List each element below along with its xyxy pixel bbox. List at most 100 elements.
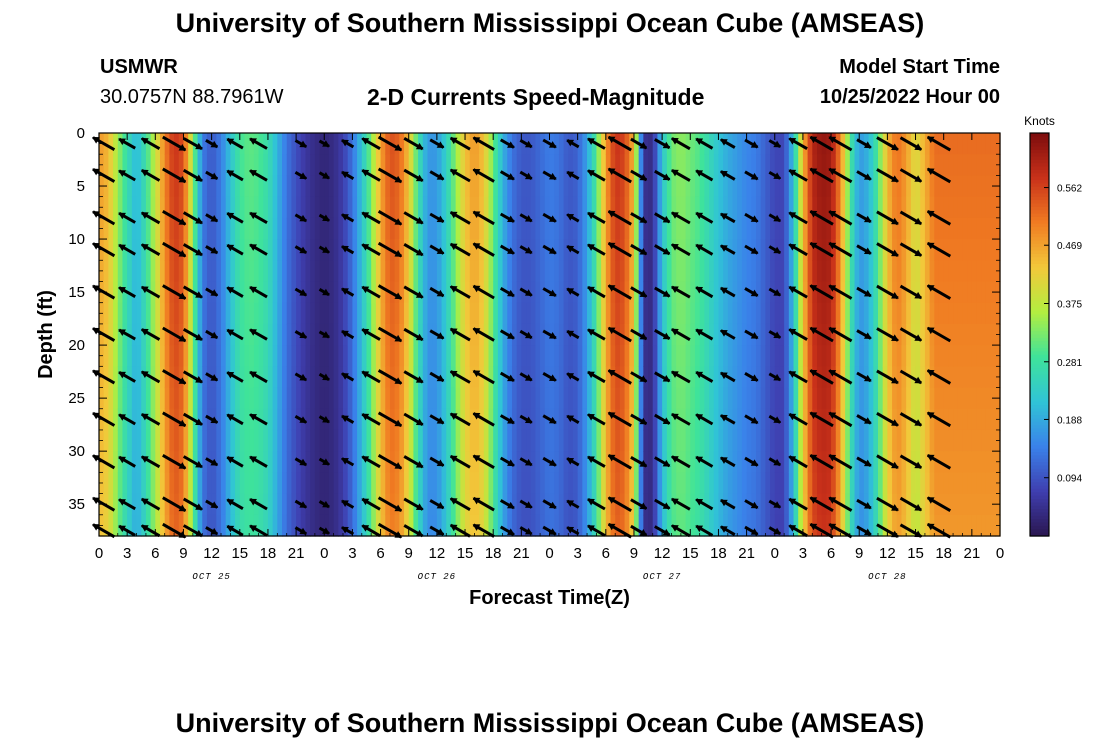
heatmap-cell [920, 154, 926, 177]
heatmap-cell [493, 302, 499, 325]
heatmap-cell [141, 408, 147, 431]
heatmap-cell [779, 514, 785, 537]
heatmap-cell [371, 345, 377, 367]
heatmap-cell [840, 472, 846, 495]
heatmap-cell [427, 175, 433, 198]
heatmap-cell [957, 217, 964, 240]
heatmap-cell [483, 260, 490, 283]
heatmap-cell [286, 239, 292, 261]
heatmap-cell [877, 133, 884, 155]
heatmap-cell [666, 154, 673, 177]
heatmap-cell [427, 451, 433, 473]
heatmap-cell [929, 366, 935, 389]
heatmap-cell [985, 196, 992, 219]
heatmap-cell [629, 133, 635, 155]
heatmap-cell [892, 260, 898, 283]
heatmap-cell [882, 387, 888, 410]
heatmap-cell [601, 387, 607, 410]
heatmap-cell [155, 514, 161, 537]
heatmap-cell [197, 154, 203, 177]
current-vector [226, 371, 244, 383]
heatmap-cell [601, 217, 607, 240]
heatmap-cell [535, 493, 541, 516]
heatmap-cell [244, 302, 250, 325]
heatmap-cell [122, 429, 128, 452]
current-vector [630, 286, 648, 298]
heatmap-cell [155, 387, 161, 410]
current-vector-head [773, 214, 782, 222]
heatmap-cell [554, 408, 560, 431]
current-vector-head [750, 215, 759, 223]
x-tick-label: 6 [602, 545, 610, 562]
heatmap-cell [582, 239, 588, 261]
current-vector-head [226, 212, 235, 220]
heatmap-cell [474, 323, 480, 346]
current-vector-head [507, 417, 515, 424]
heatmap-cell [432, 154, 438, 177]
heatmap-cell [338, 387, 344, 410]
current-vector-head [118, 170, 126, 177]
heatmap-cell [253, 217, 260, 240]
current-vector-head [548, 501, 557, 509]
heatmap-cell [929, 493, 935, 516]
heatmap-cell [601, 408, 607, 431]
heatmap-cell [366, 302, 372, 325]
heatmap-cell [967, 133, 973, 155]
current-vector [403, 136, 424, 151]
heatmap-cell [577, 175, 583, 198]
current-vector [720, 286, 736, 298]
heatmap-cell [197, 175, 203, 198]
current-vector [566, 372, 580, 382]
heatmap-cell [967, 239, 973, 261]
heatmap-cell [619, 217, 626, 240]
heatmap-cell [150, 345, 156, 367]
heatmap-cell [291, 387, 297, 410]
heatmap-cell [624, 366, 630, 389]
heatmap-cell [971, 387, 978, 410]
current-vector [449, 285, 471, 299]
current-vector [695, 498, 714, 511]
heatmap-cell [859, 345, 865, 367]
heatmap-cell [324, 514, 330, 537]
heatmap-cell [854, 323, 860, 346]
current-vector [162, 167, 187, 184]
heatmap-cell [221, 451, 227, 473]
heatmap-cell [267, 451, 274, 473]
heatmap-cell [938, 514, 945, 537]
heatmap-cell [333, 345, 339, 367]
heatmap-cell [530, 408, 537, 431]
heatmap-cell [863, 175, 870, 198]
current-vector [519, 329, 533, 340]
heatmap-cell [582, 514, 588, 537]
heatmap-cell [319, 514, 325, 537]
heatmap-cell [798, 175, 804, 198]
heatmap-cell [160, 302, 166, 325]
heatmap-cell [962, 387, 968, 410]
heatmap-cell [178, 345, 185, 367]
heatmap-cell [821, 345, 827, 367]
current-vector [403, 211, 424, 225]
heatmap-cell [671, 493, 677, 516]
heatmap-cell [408, 387, 415, 410]
heatmap-cell [160, 281, 166, 304]
heatmap-cell [915, 514, 921, 537]
current-vector-head [322, 373, 330, 381]
heatmap-cell [310, 366, 316, 389]
heatmap-cell [441, 451, 447, 473]
heatmap-cell [924, 493, 931, 516]
current-vector-head [750, 416, 759, 424]
heatmap-cell [554, 196, 560, 219]
heatmap-cell [488, 408, 494, 431]
heatmap-cell [577, 451, 583, 473]
heatmap-cell [962, 217, 968, 240]
heatmap-cell [221, 323, 227, 346]
heatmap-cell [357, 429, 363, 452]
heatmap-cell [427, 366, 433, 389]
heatmap-cell [483, 217, 490, 240]
heatmap-cell [962, 154, 968, 177]
current-vector [876, 284, 899, 300]
heatmap-cell [779, 196, 785, 219]
heatmap-cell [633, 217, 640, 240]
heatmap-cell [910, 302, 917, 325]
heatmap-cell [629, 429, 635, 452]
